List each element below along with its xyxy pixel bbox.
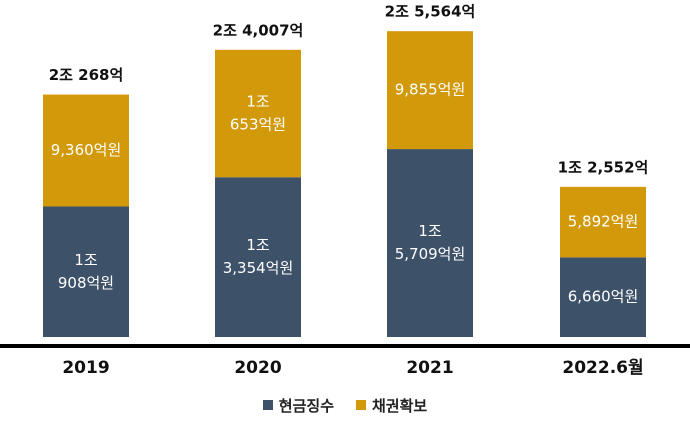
x-tick-labels: 2019 2020 2021 2022.6월 (62, 358, 643, 378)
data-label-bond-1-1: 653억원 (230, 116, 286, 134)
data-label-cash-0-1: 908억원 (58, 274, 114, 292)
x-tick-label-2: 2021 (406, 358, 453, 378)
total-label-1: 2조 4,007억 (213, 21, 304, 39)
data-label-bond-0-0: 9,360억원 (51, 141, 122, 159)
bar-cash-0 (43, 206, 129, 337)
legend-swatch-bond (356, 400, 366, 410)
data-label-cash-3-0: 6,660억원 (568, 288, 639, 306)
total-label-2: 2조 5,564억 (385, 3, 476, 21)
data-label-bond-1-0: 1조 (246, 93, 270, 111)
bars-layer (43, 31, 646, 337)
legend-label-bond: 채권확보 (372, 396, 428, 415)
data-label-bond-2-0: 9,855억원 (395, 81, 466, 99)
bar-cash-3 (560, 257, 646, 337)
data-label-cash-2-1: 5,709억원 (395, 245, 466, 263)
data-label-cash-2-0: 1조 (418, 222, 442, 240)
labels-layer: 1조 908억원 9,360억원 2조 268억 1조 3,354억원 1조 653억원 2조 … (49, 3, 649, 306)
data-label-cash-0-0: 1조 (74, 251, 98, 269)
x-tick-label-1: 2020 (234, 358, 281, 378)
bar-bond-2 (387, 31, 473, 150)
data-label-cash-1-0: 1조 (246, 236, 270, 254)
data-label-bond-3-0: 5,892억원 (568, 213, 639, 231)
data-label-cash-1-1: 3,354억원 (223, 259, 294, 277)
total-label-0: 2조 268억 (49, 66, 124, 84)
legend-swatch-cash (262, 400, 273, 410)
bar-bond-1 (215, 49, 301, 178)
bar-cash-2 (387, 149, 473, 337)
legend-item-bond: 채권확보 (356, 395, 427, 416)
legend-item-cash: 현금징수 (262, 395, 334, 416)
x-tick-label-3: 2022.6월 (562, 358, 643, 378)
total-label-3: 1조 2,552억 (558, 158, 649, 176)
bar-bond-0 (43, 94, 129, 207)
legend-label-cash: 현금징수 (278, 396, 334, 415)
x-tick-label-0: 2019 (62, 358, 109, 378)
bar-bond-3 (560, 186, 646, 258)
legend: 현금징수 채권확보 (0, 393, 690, 417)
bar-cash-1 (215, 177, 301, 337)
